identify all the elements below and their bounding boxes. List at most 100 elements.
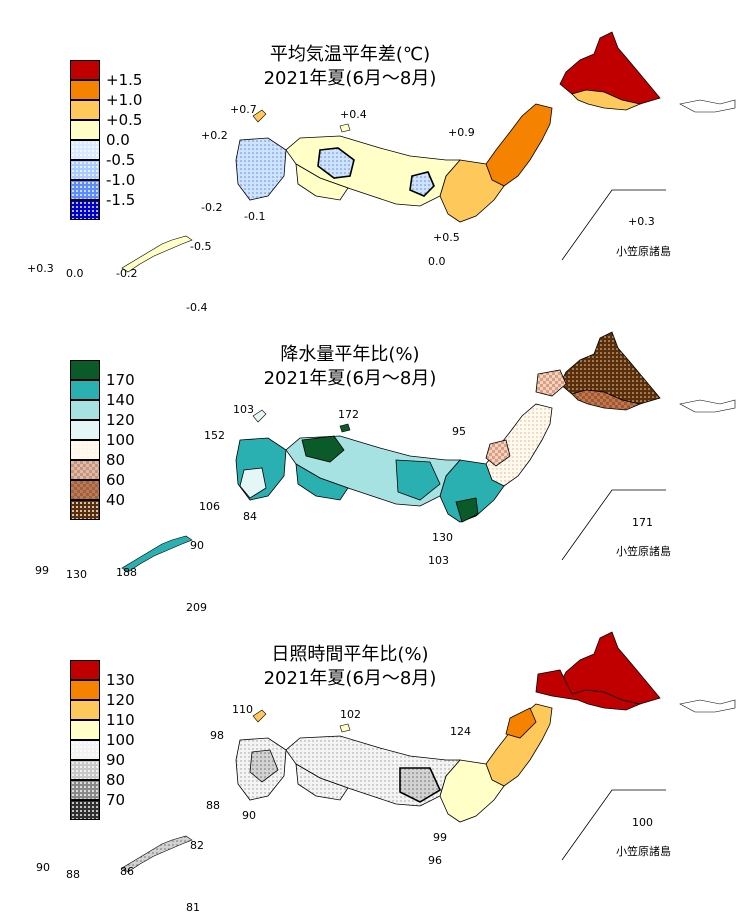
shikoku-region (295, 163, 349, 201)
precipitation-map (121, 331, 736, 573)
kanto-wet (455, 497, 479, 523)
temperature-panel: 平均気温平年差(℃) 2021年夏(6月～8月) +1.5 +1.0 +0.5 … (0, 0, 750, 314)
legend-label: -1.0 (106, 171, 136, 189)
legend-label: 40 (106, 491, 126, 509)
station-value: -0.2 (201, 201, 223, 214)
honshu-central (285, 135, 461, 207)
legend-label: 140 (106, 391, 135, 409)
precipitation-panel: 降水量平年比(%) 2021年夏(6月～8月) 170 140 120 100 … (0, 300, 750, 614)
island-oki (339, 423, 351, 433)
legend-swatch (70, 400, 100, 420)
station-value: -0.2 (116, 267, 138, 280)
station-value: 96 (428, 854, 442, 867)
station-value: +0.4 (340, 108, 367, 121)
island-oki (339, 123, 351, 133)
station-value: +0.9 (448, 126, 475, 139)
legend-label: 120 (106, 411, 135, 429)
map-title: 平均気温平年差(℃) (269, 44, 431, 65)
legend-swatch (70, 60, 100, 80)
ogasawara-frame (561, 489, 666, 561)
legend-label: -1.5 (106, 191, 136, 209)
legend-swatch (70, 660, 100, 680)
honshu-central (285, 735, 461, 807)
ogasawara-frame (561, 789, 666, 861)
station-value: 0.0 (428, 255, 446, 268)
island-nansei (121, 835, 193, 873)
legend-swatch (70, 720, 100, 740)
map-title: 降水量平年比(%) (280, 344, 420, 365)
chubu-low (399, 767, 442, 803)
legend-label: 80 (106, 771, 126, 789)
kyushu-region (235, 137, 287, 201)
station-value: +0.2 (201, 129, 228, 142)
legend-label: 100 (106, 431, 135, 449)
legend-swatch (70, 780, 100, 800)
island-sado (252, 709, 267, 723)
station-value: 171 (632, 516, 653, 529)
legend-label: +0.5 (106, 111, 143, 129)
legend-swatch (70, 180, 100, 200)
legend-swatch (70, 480, 100, 500)
legend-swatch (70, 200, 100, 220)
cool-area-chubu (409, 171, 435, 197)
hokkaido-south (571, 389, 642, 411)
island-oki (339, 723, 351, 733)
station-value: 98 (210, 729, 224, 742)
sunshine-panel: 日照時間平年比(%) 2021年夏(6月～8月) 130 120 110 100… (0, 600, 750, 914)
kyushu-south (239, 467, 267, 499)
station-value: 88 (206, 799, 220, 812)
island-eastern (679, 99, 736, 113)
tohoku-region (485, 103, 553, 187)
station-value: +0.5 (433, 231, 460, 244)
map-period: 2021年夏(6月～8月) (263, 68, 437, 89)
station-value: +0.7 (230, 103, 257, 116)
station-value: 90 (36, 861, 50, 874)
shikoku-region (295, 763, 349, 801)
station-value: 209 (186, 601, 207, 614)
legend-swatch (70, 360, 100, 380)
legend-label: +1.5 (106, 71, 143, 89)
sunshine-map (121, 631, 736, 873)
station-value: 81 (186, 901, 200, 914)
station-value: 103 (233, 403, 254, 416)
legend-swatch (70, 420, 100, 440)
legend-swatch (70, 680, 100, 700)
legend-label: 110 (106, 711, 135, 729)
ogasawara-label: 小笠原諸島 (616, 245, 671, 258)
legend-label: 100 (106, 731, 135, 749)
legend-swatch (70, 740, 100, 760)
legend-swatch (70, 800, 100, 820)
legend-swatch (70, 700, 100, 720)
station-value: +0.3 (628, 215, 655, 228)
station-value: 106 (199, 500, 220, 513)
station-value: 130 (432, 531, 453, 544)
island-sado (252, 409, 267, 423)
map-period: 2021年夏(6月～8月) (263, 668, 437, 689)
island-sado (252, 109, 267, 123)
station-value: 84 (243, 510, 257, 523)
map-period: 2021年夏(6月～8月) (263, 368, 437, 389)
station-value: 90 (242, 809, 256, 822)
station-value: 152 (204, 429, 225, 442)
legend-label: -0.5 (106, 151, 136, 169)
station-value: 102 (340, 708, 361, 721)
ogasawara-label: 小笠原諸島 (616, 545, 671, 558)
station-value: 103 (428, 554, 449, 567)
station-value: 188 (116, 566, 137, 579)
chubu-wet (395, 459, 441, 501)
hokkaido-west (535, 369, 567, 397)
legend-swatch (70, 120, 100, 140)
station-value: 99 (35, 564, 49, 577)
legend-swatch (70, 160, 100, 180)
station-value: 99 (433, 831, 447, 844)
station-value: +0.3 (27, 262, 54, 275)
chugoku-wet (301, 435, 345, 463)
island-nansei (121, 535, 193, 573)
station-value: 100 (632, 816, 653, 829)
temperature-map (121, 31, 736, 273)
shikoku-region (295, 463, 349, 501)
legend-label: 120 (106, 691, 135, 709)
island-eastern (679, 399, 736, 413)
station-value: 82 (190, 839, 204, 852)
station-value: -0.1 (244, 210, 266, 223)
